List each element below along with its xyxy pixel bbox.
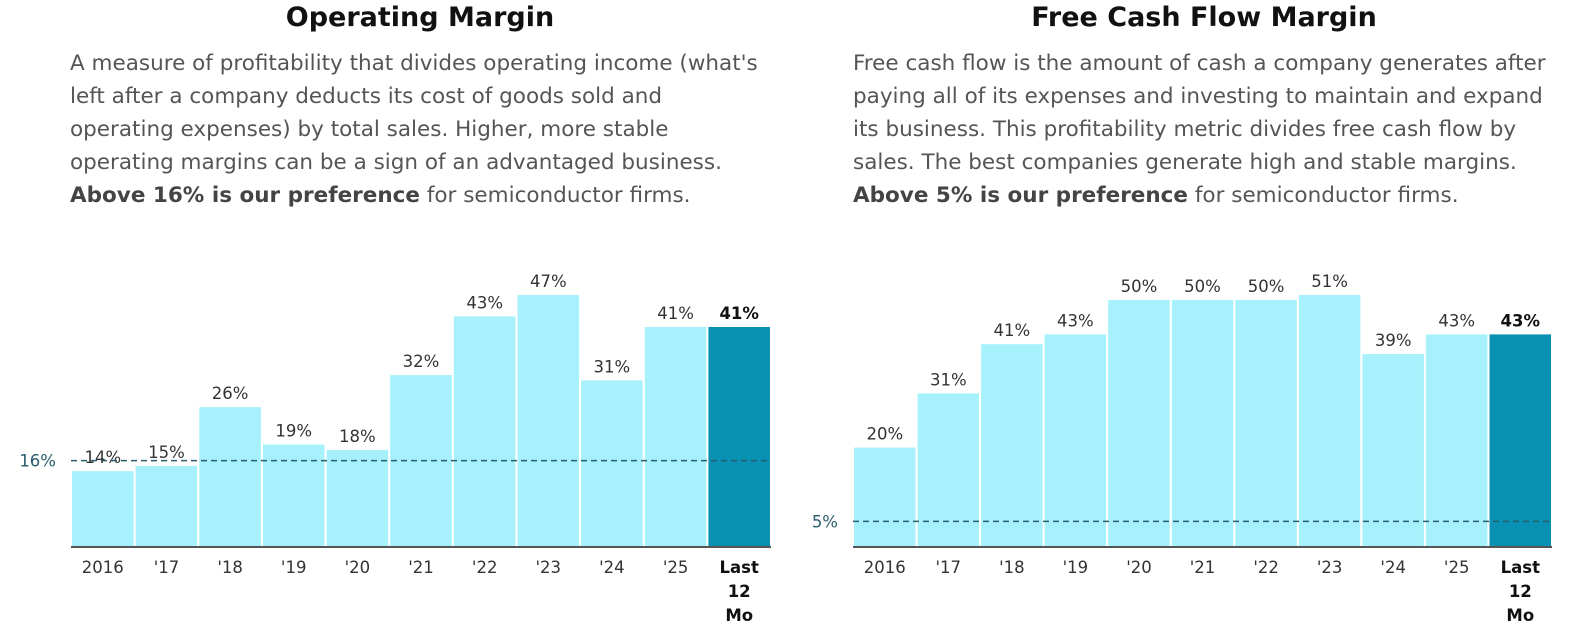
fcf-margin-tick-label-10: Last 12 Mo [1501,558,1540,625]
fcf-margin-bar-7 [1298,295,1361,546]
operating-margin-value-label-7: 47% [530,272,567,291]
fcf-margin-value-label-1: 31% [930,370,967,389]
operating-margin-value-label-9: 41% [657,304,694,323]
operating-margin-value-label-3: 19% [275,422,312,441]
operating-margin-desc-text: A measure of profitability that divides … [70,51,758,175]
fcf-margin-tick-label-3: '19 [1063,558,1089,577]
operating-margin-value-label-1: 15% [148,443,185,462]
operating-margin-bar-3 [262,444,325,546]
operating-margin-bar-10 [708,327,770,546]
fcf-margin-tick-label-9: '25 [1444,558,1470,577]
fcf-margin-value-label-8: 39% [1375,331,1412,350]
fcf-margin-value-label-9: 43% [1438,311,1475,330]
fcf-margin-tick-label-5: '21 [1190,558,1216,577]
operating-margin-tick-label-5: '21 [408,558,434,577]
fcf-margin-bar-10 [1489,334,1551,546]
operating-margin-desc-tail: for semiconductor firms. [426,183,691,208]
fcf-margin-tick-label-1: '17 [936,558,962,577]
operating-margin-title: Operating Margin [285,2,555,33]
fcf-margin-bar-8 [1362,354,1424,546]
operating-margin-tick-label-6: '22 [472,558,498,577]
fcf-margin-tick-label-0: 2016 [864,558,906,577]
fcf-margin-title: Free Cash Flow Margin [1031,2,1377,33]
operating-margin-tick-label-8: '24 [599,558,625,577]
operating-margin-bar-2 [199,407,261,546]
fcf-margin-preference: Above 5% is our preference [853,183,1189,208]
fcf-margin-desc-tail: for semiconductor firms. [1194,183,1459,208]
fcf-margin-tick-label-8: '24 [1380,558,1406,577]
fcf-margin-tick-label-7: '23 [1317,558,1343,577]
fcf-margin-threshold-label: 5% [812,512,838,531]
operating-margin-tick-label-0: 2016 [82,558,124,577]
fcf-margin-value-label-5: 50% [1184,277,1221,296]
fcf-margin-chart: 20% 31% 41% 43% 50% 50% 50% 51% 39% 43% 43% 5% 2016 '… [812,272,1552,625]
operating-margin-value-label-8: 31% [594,357,631,376]
fcf-margin-description: Free cash flow is the amount of cash a c… [853,47,1548,212]
fcf-margin-tick-label-6: '22 [1253,558,1279,577]
operating-margin-value-label-5: 32% [403,352,440,371]
fcf-margin-tick-label-4: '20 [1126,558,1152,577]
fcf-margin-bar-9 [1425,334,1488,546]
operating-margin-value-label-4: 18% [339,427,376,446]
operating-margin-tick-label-4: '20 [345,558,371,577]
fcf-margin-bar-4 [1108,299,1170,546]
operating-margin-tick-label-10: Last 12 Mo [720,558,759,625]
fcf-margin-value-label-4: 50% [1121,277,1158,296]
fcf-margin-value-label-3: 43% [1057,311,1094,330]
fcf-margin-value-label-0: 20% [866,425,903,444]
operating-margin-preference: Above 16% is our preference [70,183,420,208]
fcf-margin-value-label-7: 51% [1311,272,1348,291]
operating-margin-description: A measure of profitability that divides … [70,47,772,212]
fcf-margin-bar-2 [981,344,1043,546]
operating-margin-tick-label-3: '19 [281,558,307,577]
fcf-margin-tick-label-2: '18 [999,558,1025,577]
operating-margin-bar-8 [581,380,643,546]
operating-margin-bar-9 [644,327,707,546]
fcf-margin-value-label-10: 43% [1501,311,1541,330]
operating-margin-value-label-6: 43% [466,293,503,312]
operating-margin-tick-label-1: '17 [154,558,180,577]
fcf-margin-value-label-6: 50% [1248,277,1285,296]
operating-margin-chart: 14% 15% 26% 19% 18% 32% 43% 47% 31% 41% 41% 16% 2016… [19,272,771,625]
operating-margin-bar-1 [135,465,198,546]
operating-margin-value-label-10: 41% [719,304,759,323]
fcf-margin-desc-text: Free cash flow is the amount of cash a c… [853,51,1546,175]
fcf-margin-bar-3 [1044,334,1107,546]
fcf-margin-value-label-2: 41% [994,321,1031,340]
fcf-margin-bar-5 [1171,299,1234,546]
operating-margin-bar-0 [72,471,134,546]
operating-margin-tick-label-7: '23 [536,558,562,577]
operating-margin-bar-7 [517,295,580,546]
fcf-margin-bar-0 [854,447,916,546]
operating-margin-bar-6 [453,316,516,546]
operating-margin-tick-label-2: '18 [217,558,243,577]
operating-margin-bar-4 [326,449,389,546]
fcf-margin-bar-6 [1235,299,1297,546]
operating-margin-value-label-0: 14% [84,448,121,467]
operating-margin-value-label-2: 26% [212,384,249,403]
fcf-margin-bar-1 [917,393,980,546]
operating-margin-threshold-label: 16% [19,452,56,471]
operating-margin-tick-label-9: '25 [663,558,689,577]
